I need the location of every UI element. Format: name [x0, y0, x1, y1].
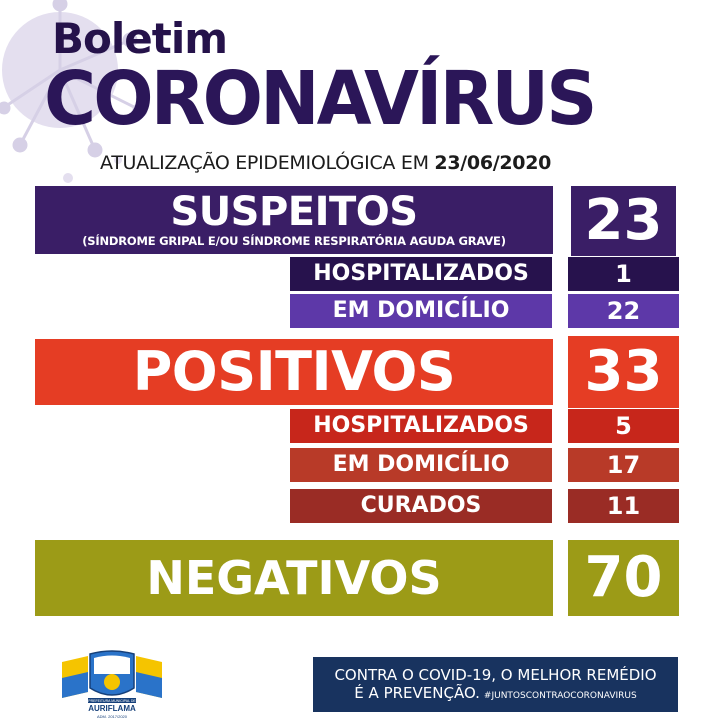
suspeitos-label: SUSPEITOS: [170, 189, 418, 236]
municipal-logo-icon: PREFEITURA MUNICIPAL DE AURIFLAMA ADM. 2…: [62, 650, 162, 719]
hashtag: #JUNTOSCONTRAOCORONAVIRUS: [483, 690, 637, 701]
suspeitos-domicilio-value: 22: [568, 294, 679, 328]
positivos-value: 33: [568, 336, 679, 408]
update-date: 23/06/2020: [434, 152, 552, 174]
suspeitos-domicilio-label: EM DOMICÍLIO: [290, 294, 552, 328]
positivos-hospitalizados-label: HOSPITALIZADOS: [290, 409, 552, 443]
suspeitos-hospitalizados-label: HOSPITALIZADOS: [290, 257, 552, 291]
logo-name: AURIFLAMA: [88, 704, 136, 713]
positivos-curados-label: CURADOS: [290, 489, 552, 523]
positivos-hospitalizados-value: 5: [568, 409, 679, 443]
positivos-curados-value: 11: [568, 489, 679, 523]
slogan-line1: CONTRA O COVID-19, O MELHOR REMÉDIO: [334, 666, 657, 685]
slogan-line2-wrapper: É A PREVENÇÃO. #JUNTOSCONTRAOCORONAVIRUS: [354, 683, 637, 702]
negativos-label: NEGATIVOS: [35, 540, 553, 616]
coronavirus-title: CORONAVÍRUS: [44, 56, 597, 142]
logo-line1: PREFEITURA MUNICIPAL DE: [88, 699, 136, 703]
suspeitos-value: 23: [568, 183, 679, 259]
positivos-domicilio-label: EM DOMICÍLIO: [290, 448, 552, 482]
negativos-value: 70: [568, 540, 679, 616]
suspeitos-hospitalizados-value: 1: [568, 257, 679, 291]
suspeitos-sublabel: (SÍNDROME GRIPAL E/OU SÍNDROME RESPIRATÓ…: [82, 234, 506, 249]
slogan-line2: É A PREVENÇÃO.: [354, 683, 480, 702]
update-prefix: ATUALIZAÇÃO EPIDEMIOLÓGICA EM: [100, 152, 435, 174]
suspeitos-panel: SUSPEITOS (SÍNDROME GRIPAL E/OU SÍNDROME…: [35, 186, 553, 254]
positivos-label: POSITIVOS: [35, 339, 553, 405]
bulletin-title: Boletim: [52, 14, 228, 63]
positivos-domicilio-value: 17: [568, 448, 679, 482]
virus-illustration-icon: [0, 0, 148, 183]
update-line: ATUALIZAÇÃO EPIDEMIOLÓGICA EM 23/06/2020: [100, 152, 551, 174]
logo-line3: ADM. 2017/2020: [97, 714, 128, 719]
slogan-banner: CONTRA O COVID-19, O MELHOR REMÉDIO É A …: [313, 657, 678, 712]
